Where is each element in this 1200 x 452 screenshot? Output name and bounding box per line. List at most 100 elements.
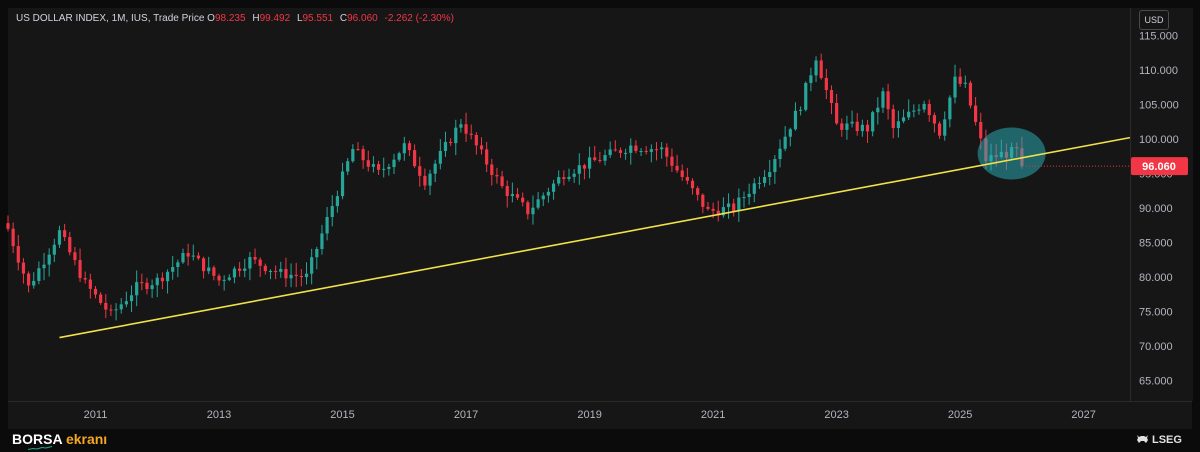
candle-body xyxy=(690,180,695,189)
candle-body xyxy=(814,60,818,76)
candle-body xyxy=(449,141,453,144)
candle-body xyxy=(258,259,262,266)
candle-body xyxy=(639,150,643,152)
candle-body xyxy=(896,121,900,128)
candle-body xyxy=(654,149,659,151)
candle-body xyxy=(140,282,144,284)
candle-body xyxy=(680,170,684,177)
candle-body xyxy=(974,105,978,122)
candle-body xyxy=(835,103,839,124)
candle-body xyxy=(243,268,247,271)
high-label: H xyxy=(252,13,260,24)
candle-body xyxy=(479,145,484,150)
candle-body xyxy=(402,143,406,154)
candle-body xyxy=(711,208,715,211)
candle-body xyxy=(757,182,762,184)
price-axis[interactable] xyxy=(1130,8,1193,401)
candle-body xyxy=(119,304,123,310)
lseg-bull-icon xyxy=(1137,435,1148,443)
close-label: C xyxy=(339,13,348,24)
candle-body xyxy=(819,60,823,78)
candle-body xyxy=(340,171,345,197)
candle-body xyxy=(392,159,396,168)
brand-sparkline-icon xyxy=(28,446,52,450)
candle-body xyxy=(21,262,26,274)
candle-body xyxy=(716,210,720,216)
candle-body xyxy=(912,110,916,112)
candle-body xyxy=(778,148,782,160)
y-tick-label: 85.000 xyxy=(1139,237,1173,249)
candle-body xyxy=(191,255,195,257)
candle-body xyxy=(150,285,154,290)
candle-body xyxy=(891,109,895,128)
x-tick-label: 2017 xyxy=(454,409,478,421)
candle-body xyxy=(294,274,298,276)
candle-body xyxy=(490,164,494,176)
candle-body xyxy=(886,91,890,110)
candle-body xyxy=(129,295,134,302)
candle-body xyxy=(181,252,185,263)
symbol-name: US DOLLAR INDEX, 1M, IUS, Trade Price xyxy=(16,13,205,24)
candle-body xyxy=(773,159,777,173)
candle-body xyxy=(268,271,273,273)
candle-body xyxy=(850,121,854,124)
candle-body xyxy=(536,199,540,208)
y-tick-label: 70.000 xyxy=(1139,341,1173,353)
candle-body xyxy=(443,141,448,151)
candle-body xyxy=(83,278,87,280)
candle-body xyxy=(114,309,118,311)
candle-body xyxy=(829,90,834,104)
high-value: 99.492 xyxy=(259,13,291,24)
candle-body xyxy=(88,279,92,289)
candle-body xyxy=(238,268,242,271)
x-tick-label: 2023 xyxy=(824,409,848,421)
candle-body xyxy=(649,149,653,152)
x-tick-label: 2019 xyxy=(577,409,601,421)
time-axis[interactable] xyxy=(8,401,1192,429)
candle-body xyxy=(57,230,62,245)
candle-body xyxy=(376,164,381,170)
candle-body xyxy=(47,254,51,265)
candle-body xyxy=(593,157,597,160)
candle-body xyxy=(351,149,355,162)
candle-body xyxy=(459,124,463,128)
candle-body xyxy=(26,273,31,286)
candle-body xyxy=(196,255,201,259)
brand-part1: BORSA xyxy=(12,431,63,447)
candle-body xyxy=(212,267,216,276)
low-value: 95.551 xyxy=(302,13,334,24)
candle-body xyxy=(413,150,417,167)
candle-body xyxy=(876,107,880,113)
x-tick-label: 2025 xyxy=(948,409,972,421)
candle-body xyxy=(109,309,113,311)
candle-body xyxy=(510,194,514,197)
open-label: O xyxy=(207,13,215,24)
candle-body xyxy=(824,77,828,91)
candle-body xyxy=(629,145,633,153)
candle-body xyxy=(42,264,46,269)
candle-body xyxy=(438,150,442,164)
candle-body xyxy=(860,124,864,132)
candle-body xyxy=(531,207,535,215)
candle-body xyxy=(546,191,551,196)
candle-body xyxy=(155,277,159,286)
candle-body xyxy=(577,165,581,174)
candle-body xyxy=(428,173,432,186)
candle-body xyxy=(382,168,386,170)
candle-body xyxy=(160,277,164,282)
candle-body xyxy=(701,194,705,207)
y-tick-label: 105.000 xyxy=(1139,100,1179,112)
plot-area[interactable] xyxy=(8,8,1130,401)
candle-body xyxy=(11,228,15,247)
candle-body xyxy=(799,109,803,111)
candle-body xyxy=(721,207,725,216)
candle-body xyxy=(207,267,211,272)
candle-body xyxy=(299,275,303,278)
candle-body xyxy=(809,75,813,83)
y-tick-label: 65.000 xyxy=(1139,375,1173,387)
currency-button[interactable]: USD xyxy=(1139,10,1169,30)
candle-body xyxy=(937,123,942,136)
x-tick-label: 2013 xyxy=(207,409,231,421)
candle-body xyxy=(768,172,772,178)
candle-body xyxy=(747,193,751,198)
